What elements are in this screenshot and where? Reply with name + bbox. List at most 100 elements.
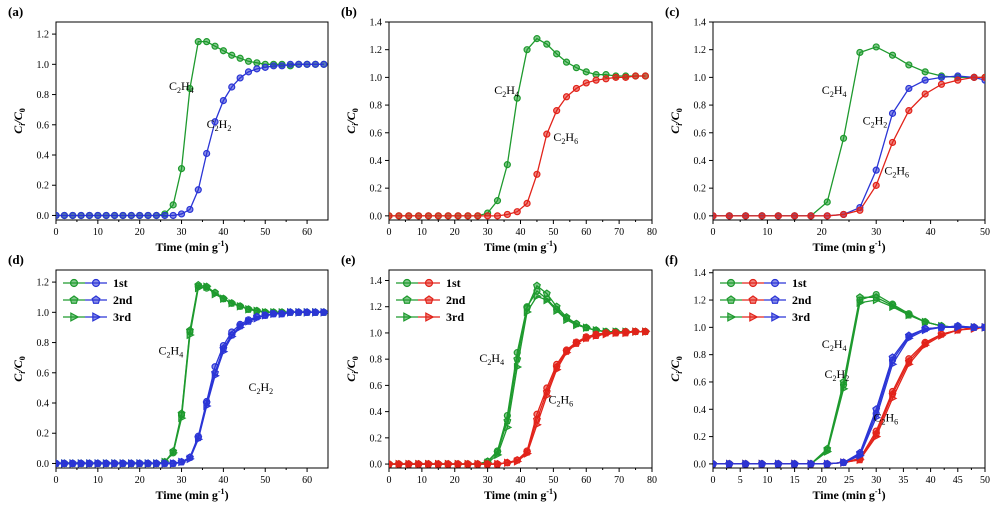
- y-tick-label: 1.2: [694, 296, 707, 307]
- data-point-c2h2: [303, 308, 312, 317]
- chart-panel-f: 0 5 10 15 20 25 30 35 40 45 50 0.0 0.2 0.4 0.6 0.8 1.0 1.…: [665, 252, 990, 502]
- legend: 1st 2nd 3rd: [720, 276, 812, 324]
- data-point-c2h2: [270, 309, 279, 319]
- data-point-c2h2: [220, 347, 229, 356]
- data-point-c2h6: [905, 359, 914, 369]
- x-tick-label: 25: [844, 475, 854, 486]
- data-point-c2h2: [261, 63, 269, 71]
- data-point-c2h4: [186, 330, 195, 340]
- data-point-c2h2: [791, 459, 800, 468]
- x-tick-label: 40: [218, 475, 228, 486]
- x-tick-label: 0: [54, 227, 59, 238]
- data-point-c2h2: [303, 60, 311, 68]
- series-line-c2h6-3rd: [713, 326, 985, 465]
- data-point-c2h6: [434, 212, 442, 220]
- data-point-c2h4: [523, 307, 532, 317]
- data-point-c2h6: [444, 212, 452, 220]
- data-point-c2h4: [553, 50, 561, 58]
- data-point-c2h2: [278, 62, 286, 70]
- data-point-c2h2: [888, 353, 897, 361]
- x-tick-label: 60: [302, 227, 312, 238]
- data-point-c2h6: [725, 212, 733, 220]
- data-point-c2h4: [839, 134, 848, 142]
- data-point-c2h6: [543, 391, 552, 401]
- gas-label: C2H2: [248, 380, 273, 396]
- data-point-c2h6: [905, 107, 913, 115]
- y-tick-label: 0.6: [370, 128, 383, 139]
- data-point-c2h2: [938, 323, 947, 332]
- legend-marker: [403, 312, 413, 322]
- data-point-c2h2: [726, 459, 735, 468]
- series-line-c2h4: [713, 46, 985, 217]
- data-point-c2h6: [523, 449, 532, 458]
- y-axis-label: Ci/C0: [11, 108, 27, 134]
- data-point-c2h6: [954, 76, 962, 84]
- data-point-c2h2: [211, 118, 219, 126]
- y-tick-label: 0.2: [37, 429, 50, 440]
- data-point-c2h6: [464, 212, 472, 220]
- legend-marker: [748, 295, 758, 304]
- gas-label: C2H2: [825, 367, 850, 383]
- data-layer: [389, 281, 651, 468]
- data-point-c2h4: [203, 282, 212, 291]
- data-point-c2h6: [742, 212, 750, 220]
- x-tick-label: 20: [135, 475, 145, 486]
- data-point-c2h2: [136, 211, 144, 220]
- data-point-c2h2: [840, 458, 849, 467]
- data-point-c2h6: [981, 73, 985, 81]
- y-tick-label: 1.4: [370, 18, 383, 29]
- data-point-c2h6: [889, 394, 898, 403]
- data-point-c2h2: [295, 60, 303, 68]
- x-tick-label: 35: [898, 475, 908, 486]
- legend-marker: [70, 312, 80, 322]
- gas-label: C2H4: [479, 351, 504, 367]
- data-point-c2h4: [856, 48, 864, 57]
- x-tick-label: 30: [871, 227, 881, 238]
- data-point-c2h6: [414, 212, 423, 220]
- data-point-c2h2: [136, 459, 145, 468]
- data-point-c2h2: [77, 211, 85, 220]
- data-point-c2h4: [582, 323, 592, 332]
- x-tick-label: 60: [302, 475, 312, 486]
- data-point-c2h4: [503, 416, 512, 425]
- data-point-c2h4: [236, 301, 246, 311]
- data-point-c2h6: [921, 340, 931, 350]
- x-tick-label: 10: [93, 227, 103, 238]
- data-point-c2h2: [889, 359, 898, 369]
- data-point-c2h4: [513, 362, 523, 372]
- data-point-c2h2: [236, 323, 246, 332]
- legend-marker: [402, 295, 412, 304]
- data-point-c2h6: [602, 329, 611, 339]
- data-point-c2h2: [211, 371, 220, 381]
- data-point-c2h2: [713, 461, 718, 467]
- data-point-c2h2: [311, 60, 320, 68]
- data-point-c2h2: [128, 459, 137, 468]
- data-point-c2h4: [572, 64, 580, 72]
- data-point-c2h4: [186, 84, 194, 93]
- data-point-c2h2: [905, 84, 913, 93]
- data-point-c2h6: [713, 212, 717, 220]
- y-tick-label: 1.4: [694, 18, 707, 29]
- data-point-c2h2: [261, 311, 271, 320]
- series-line-c2h4-2nd: [389, 284, 646, 465]
- data-point-c2h2: [161, 459, 170, 468]
- data-point-c2h6: [582, 79, 590, 87]
- data-point-c2h4: [533, 291, 542, 301]
- data-point-c2h4: [823, 198, 831, 206]
- y-tick-label: 0.8: [694, 101, 707, 112]
- gas-label: C2H4: [822, 83, 847, 99]
- x-tick-label: 15: [790, 475, 800, 486]
- y-tick-label: 0.6: [370, 381, 383, 392]
- series-line-c2h4-3rd: [389, 295, 646, 465]
- data-point-c2h2: [287, 308, 296, 317]
- x-axis-label: Time (min g-1): [155, 239, 228, 254]
- x-tick-label: 80: [647, 475, 657, 486]
- data-point-c2h2: [774, 459, 784, 468]
- data-point-c2h2: [970, 323, 980, 332]
- legend-marker: [727, 312, 737, 322]
- data-point-c2h6: [631, 72, 640, 80]
- y-tick-label: 0.4: [37, 151, 50, 162]
- y-tick-label: 1.4: [694, 268, 707, 279]
- data-point-c2h6: [389, 461, 394, 467]
